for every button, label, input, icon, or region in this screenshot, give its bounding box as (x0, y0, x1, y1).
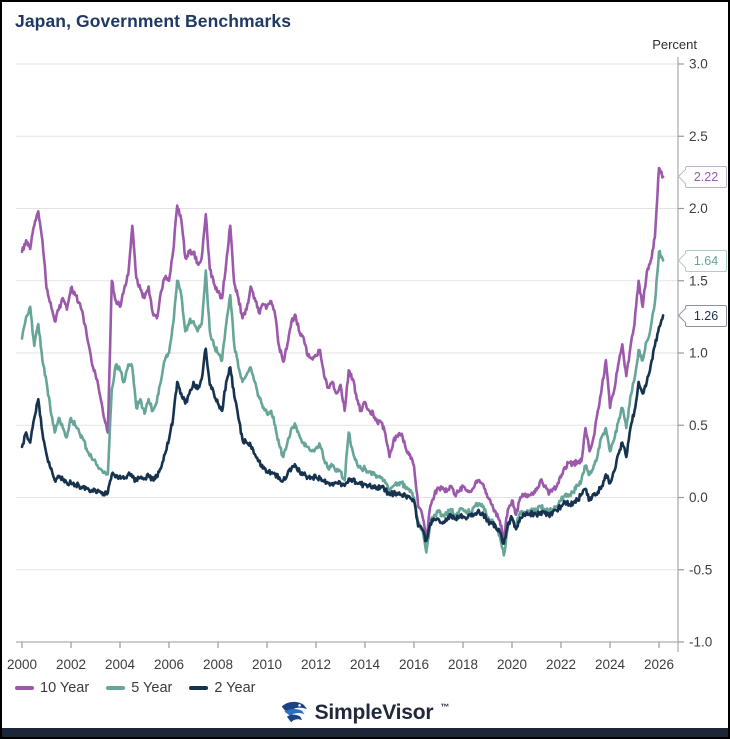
x-tick-label: 2026 (644, 657, 674, 672)
legend: 10 Year 5 Year 2 Year (15, 680, 255, 696)
last-value-callout-10-year: 2.22 (677, 166, 727, 189)
legend-label: 5 Year (131, 680, 173, 696)
last-value-callout-2-year: 1.26 (677, 304, 727, 327)
series-line-2-year[interactable] (20, 314, 665, 545)
legend-label: 10 Year (40, 680, 90, 696)
y-tick-label: -0.5 (689, 562, 712, 577)
y-tick-label: 2.0 (689, 201, 708, 216)
footer-bar (2, 728, 728, 737)
y-axis-unit-label: Percent (652, 37, 697, 52)
callout-value: 2.22 (693, 170, 719, 185)
page-title: Japan, Government Benchmarks (15, 11, 292, 31)
x-tick-label: 2022 (546, 657, 576, 672)
y-tick-label: 1.5 (689, 273, 708, 288)
x-tick-label: 2014 (350, 657, 381, 672)
callout-value: 1.64 (693, 254, 719, 269)
x-tick-label: 2012 (301, 657, 331, 672)
x-tick-label: 2010 (252, 657, 282, 672)
y-tick-label: 3.0 (689, 57, 708, 72)
legend-swatch-5-year-icon (106, 686, 126, 690)
x-tick-label: 2024 (595, 657, 626, 672)
legend-item-2-year[interactable]: 2 Year (189, 680, 255, 696)
simplevisor-logo: SimpleVisor ™ (2, 699, 728, 726)
series-line-10-year[interactable] (20, 166, 665, 540)
y-tick-label: 0.0 (689, 490, 708, 505)
y-tick-label: 2.5 (689, 129, 708, 144)
x-tick-label: 2002 (56, 657, 86, 672)
legend-item-5-year[interactable]: 5 Year (106, 680, 172, 696)
x-tick-label: 2016 (399, 657, 429, 672)
legend-swatch-2-year-icon (189, 686, 209, 690)
legend-item-10-year[interactable]: 10 Year (15, 680, 89, 696)
x-tick-label: 2018 (448, 657, 478, 672)
x-tick-label: 2008 (203, 657, 233, 672)
y-tick-label: 0.5 (689, 418, 708, 433)
series-line-5-year[interactable] (20, 249, 665, 557)
x-tick-label: 2020 (497, 657, 527, 672)
simplevisor-logo-text: SimpleVisor (314, 700, 434, 724)
trademark-symbol: ™ (440, 701, 450, 712)
callout-value: 1.26 (693, 308, 719, 323)
x-tick-label: 2006 (154, 657, 184, 672)
simplevisor-eagle-icon (281, 701, 307, 723)
legend-label: 2 Year (214, 680, 256, 696)
legend-swatch-10-year-icon (15, 686, 34, 690)
x-tick-label: 2004 (105, 657, 136, 672)
last-value-callout-5-year: 1.64 (677, 250, 727, 273)
y-tick-label: 1.0 (689, 346, 708, 361)
x-tick-label: 2000 (7, 657, 37, 672)
y-tick-label: -1.0 (689, 635, 712, 650)
